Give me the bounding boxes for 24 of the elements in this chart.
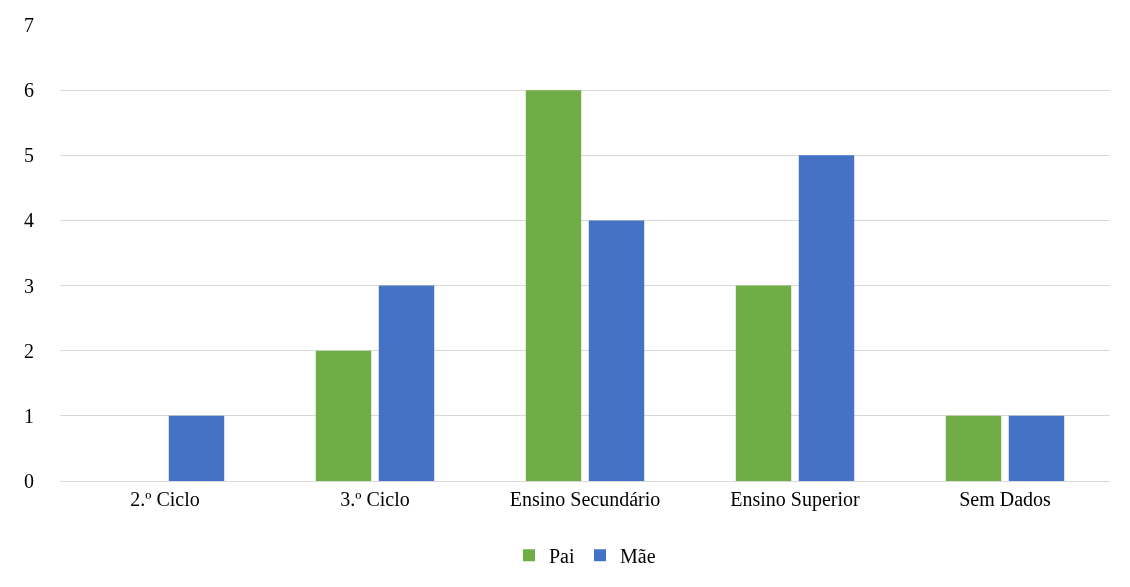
x-tick-label: Ensino Superior	[730, 488, 861, 511]
y-tick-label: 6	[24, 79, 34, 102]
bar	[735, 285, 792, 481]
legend-label: Pai	[549, 545, 575, 568]
bar	[798, 155, 855, 481]
x-tick-label: Ensino Secundário	[509, 488, 661, 510]
bar	[945, 415, 1002, 481]
y-tick-label: 4	[24, 209, 34, 232]
x-tick-label: Sem Dados	[959, 488, 1052, 510]
legend-label: Mãe	[620, 545, 656, 568]
y-tick-label: 2	[24, 339, 34, 362]
bar	[525, 90, 582, 481]
y-tick-label: 5	[24, 144, 34, 167]
y-tick-label: 1	[24, 404, 34, 427]
y-tick-label: 7	[24, 14, 34, 36]
bar	[315, 350, 372, 481]
y-tick-label: 0	[24, 470, 34, 492]
x-tick-label: 3.º Ciclo	[340, 488, 410, 510]
y-tick-label: 3	[24, 274, 34, 297]
bar	[378, 285, 435, 481]
bar	[1008, 415, 1065, 481]
x-tick-label: 2.º Ciclo	[130, 488, 200, 510]
bar	[168, 415, 225, 481]
bar	[588, 220, 645, 481]
